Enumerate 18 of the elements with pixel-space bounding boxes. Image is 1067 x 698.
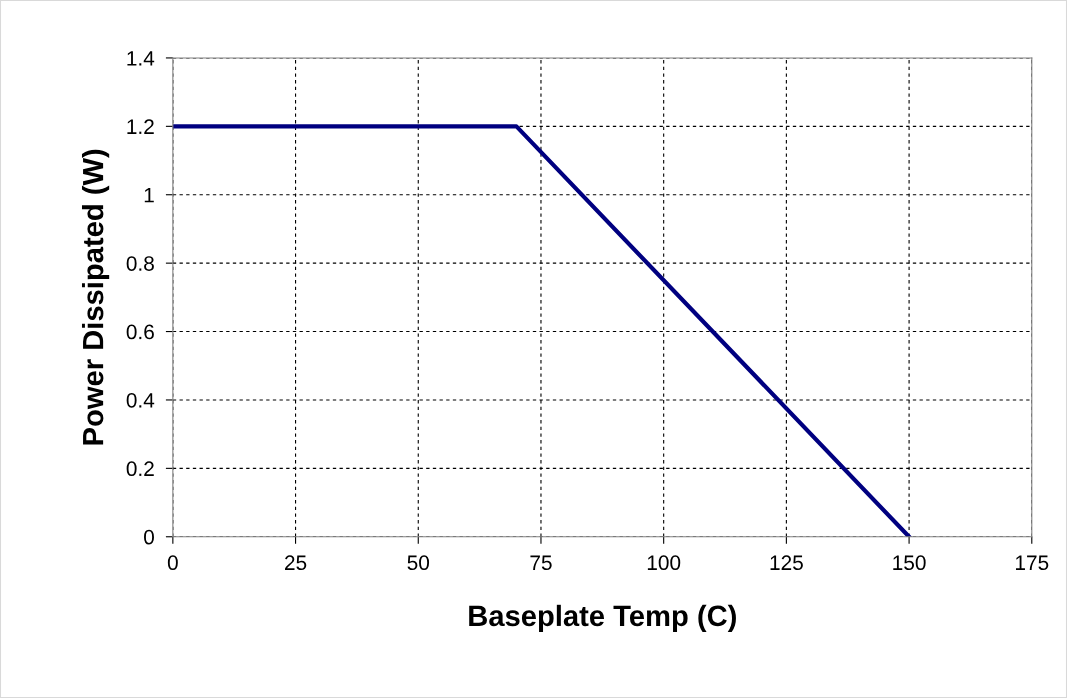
y-tick-label: 1	[144, 187, 154, 203]
x-tick-label: 150	[893, 555, 926, 571]
x-tick-label: 0	[167, 555, 178, 571]
y-tick-label: 0.2	[126, 461, 154, 477]
y-tick-label: 1.4	[127, 51, 155, 66]
x-tick-label: 100	[647, 555, 681, 571]
x-tick-label: 175	[1016, 555, 1049, 571]
y-axis-title: Power Dissipated (W)	[81, 149, 110, 445]
x-tick-label: 75	[530, 555, 552, 571]
x-axis-title: Baseplate Temp (C)	[469, 604, 736, 632]
y-tick-label: 0.8	[126, 256, 154, 271]
x-tick-label: 125	[770, 555, 803, 571]
y-tick-label: 1.2	[127, 119, 154, 134]
y-tick-label: 0.4	[126, 392, 155, 408]
x-tick-label: 25	[285, 555, 307, 571]
x-tick-label: 50	[407, 555, 430, 571]
y-tick-label: 0	[144, 529, 154, 545]
y-tick-label: 0.6	[126, 324, 154, 340]
